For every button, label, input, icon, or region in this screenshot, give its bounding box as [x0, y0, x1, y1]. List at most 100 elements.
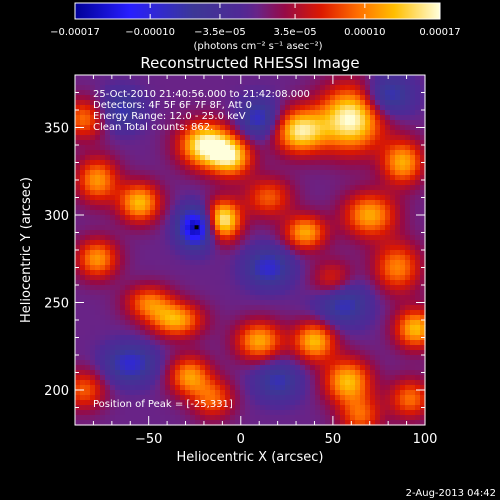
heatmap-cell [225, 130, 231, 136]
heatmap-cell [120, 290, 126, 296]
heatmap-cell [415, 85, 421, 91]
heatmap-cell [340, 135, 346, 141]
heatmap-cell [110, 230, 116, 236]
heatmap-cell [310, 325, 316, 331]
heatmap-cell [355, 275, 361, 281]
heatmap-cell [100, 195, 106, 201]
heatmap-cell [360, 135, 366, 141]
heatmap-cell [410, 370, 416, 376]
heatmap-cell [95, 155, 101, 161]
heatmap-cell [205, 210, 211, 216]
heatmap-cell [235, 405, 241, 411]
heatmap-cell [300, 215, 306, 221]
heatmap-cell [355, 285, 361, 291]
heatmap-cell [290, 250, 296, 256]
heatmap-cell [200, 345, 206, 351]
heatmap-cell [265, 110, 271, 116]
heatmap-cell [220, 200, 226, 206]
heatmap-cell [110, 205, 116, 211]
heatmap-cell [95, 205, 101, 211]
heatmap-cell [130, 270, 136, 276]
heatmap-cell [290, 355, 296, 361]
heatmap-cell [225, 135, 231, 141]
heatmap-cell [130, 260, 136, 266]
heatmap-cell [340, 255, 346, 261]
heatmap-cell [220, 255, 226, 261]
heatmap-cell [100, 375, 106, 381]
heatmap-cell [395, 320, 401, 326]
heatmap-cell [225, 185, 231, 191]
heatmap-cell [140, 415, 146, 421]
heatmap-cell [120, 280, 126, 286]
heatmap-cell [105, 125, 111, 131]
heatmap-cell [285, 325, 291, 331]
heatmap-cell [120, 180, 126, 186]
heatmap-cell [305, 160, 311, 166]
heatmap-cell [280, 315, 286, 321]
heatmap-cell [380, 80, 386, 86]
heatmap-cell [190, 285, 196, 291]
heatmap-cell [315, 375, 321, 381]
heatmap-cell [380, 140, 386, 146]
heatmap-cell [240, 280, 246, 286]
heatmap-cell [335, 355, 341, 361]
heatmap-cell [375, 340, 381, 346]
heatmap-cell [375, 125, 381, 131]
heatmap-cell [400, 170, 406, 176]
heatmap-cell [255, 400, 261, 406]
heatmap-cell [220, 380, 226, 386]
heatmap-cell [270, 250, 276, 256]
heatmap-cell [100, 310, 106, 316]
heatmap-cell [175, 340, 181, 346]
heatmap-cell [160, 240, 166, 246]
heatmap-cell [135, 190, 141, 196]
heatmap-cell [220, 360, 226, 366]
heatmap-cell [140, 155, 146, 161]
heatmap-cell [195, 95, 201, 101]
heatmap-cell [340, 285, 346, 291]
heatmap-cell [405, 75, 411, 81]
heatmap-cell [145, 365, 151, 371]
heatmap-cell [135, 245, 141, 251]
heatmap-cell [140, 315, 146, 321]
heatmap-cell [165, 115, 171, 121]
heatmap-cell [160, 280, 166, 286]
heatmap-cell [325, 180, 331, 186]
heatmap-cell [410, 260, 416, 266]
heatmap-cell [275, 340, 281, 346]
heatmap-cell [390, 150, 396, 156]
heatmap-cell [140, 380, 146, 386]
heatmap-cell [320, 320, 326, 326]
heatmap-cell [195, 385, 201, 391]
heatmap-cell [315, 75, 321, 81]
heatmap-cell [170, 140, 176, 146]
heatmap-cell [355, 230, 361, 236]
heatmap-cell [415, 160, 421, 166]
heatmap-cell [80, 85, 86, 91]
heatmap-cell [125, 345, 131, 351]
heatmap-cell [270, 160, 276, 166]
heatmap-cell [265, 295, 271, 301]
heatmap-cell [250, 335, 256, 341]
heatmap-cell [80, 220, 86, 226]
heatmap-cell [240, 420, 246, 426]
heatmap-cell [395, 325, 401, 331]
heatmap-cell [275, 315, 281, 321]
heatmap-cell [240, 100, 246, 106]
heatmap-cell [355, 405, 361, 411]
heatmap-cell [310, 140, 316, 146]
heatmap-cell [325, 200, 331, 206]
heatmap-cell [130, 190, 136, 196]
heatmap-cell [340, 315, 346, 321]
heatmap-cell [125, 340, 131, 346]
heatmap-cell [380, 90, 386, 96]
heatmap-cell [330, 345, 336, 351]
heatmap-cell [375, 180, 381, 186]
heatmap-cell [75, 415, 81, 421]
heatmap-cell [375, 160, 381, 166]
heatmap-cell [390, 350, 396, 356]
heatmap-cell [355, 220, 361, 226]
heatmap-cell [330, 280, 336, 286]
heatmap-cell [175, 315, 181, 321]
heatmap-cell [155, 275, 161, 281]
